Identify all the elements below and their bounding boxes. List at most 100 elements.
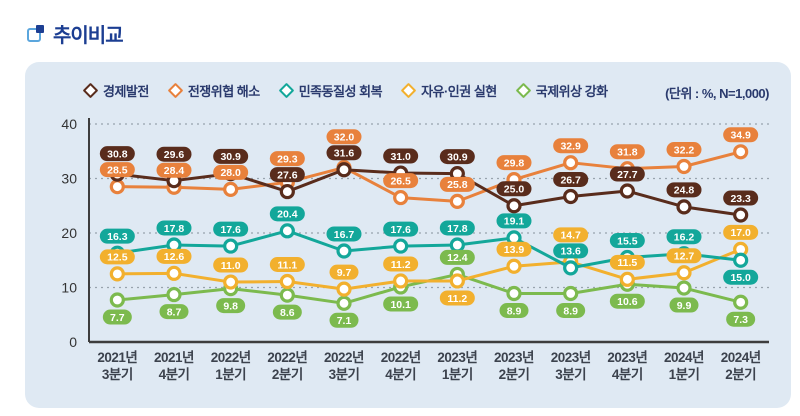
value-pill bbox=[553, 138, 589, 154]
chart-legend: 경제발전 전쟁위협 해소 민족동질성 회복 자유·인권 실현 국제위상 강화 bbox=[82, 81, 608, 100]
data-point-1-5 bbox=[393, 189, 409, 206]
value-pill-label: 28.4 bbox=[164, 165, 185, 177]
x-tick-label-11: 2024년 2분기 bbox=[721, 350, 761, 382]
series-line-3 bbox=[117, 247, 742, 291]
value-pill-label: 8.6 bbox=[280, 307, 295, 319]
x-tick-label-8: 2023년 3분기 bbox=[551, 350, 591, 382]
value-pill-label: 10.1 bbox=[390, 299, 411, 311]
value-pill bbox=[156, 220, 192, 236]
value-pill-label: 12.7 bbox=[674, 251, 695, 263]
data-point-4-4 bbox=[336, 295, 352, 311]
value-pill bbox=[326, 145, 362, 161]
y-tick-label-40: 40 bbox=[61, 116, 77, 132]
value-pill bbox=[269, 167, 305, 183]
value-pill bbox=[669, 297, 699, 313]
value-pill-label: 9.9 bbox=[677, 300, 692, 312]
value-pill bbox=[216, 298, 246, 314]
x-tick-label-1: 2021년 4분기 bbox=[154, 350, 194, 382]
value-pill-label: 32.9 bbox=[560, 140, 581, 152]
series-line-0 bbox=[117, 168, 741, 217]
value-pill-label: 24.8 bbox=[674, 185, 695, 197]
data-point-3-9 bbox=[619, 271, 635, 287]
value-pill-label: 23.3 bbox=[730, 193, 751, 205]
value-pill bbox=[496, 155, 532, 171]
value-pill bbox=[269, 206, 305, 222]
value-pill bbox=[383, 256, 419, 272]
data-point-4-0 bbox=[109, 292, 125, 308]
value-pill-label: 11.5 bbox=[617, 257, 637, 269]
unit-label: (단위 : %, N=1,000) bbox=[665, 86, 769, 101]
value-pill-label: 11.2 bbox=[447, 293, 467, 305]
value-pill-label: 29.8 bbox=[504, 157, 525, 169]
page-header: 추이비교 bbox=[27, 19, 124, 48]
value-pill bbox=[269, 257, 305, 273]
value-pill-label: 7.1 bbox=[337, 315, 352, 327]
value-pill bbox=[609, 233, 645, 249]
value-pill-label: 13.9 bbox=[504, 244, 525, 256]
data-point-0-4 bbox=[336, 162, 352, 178]
value-pill-label: 15.5 bbox=[617, 235, 638, 247]
value-pill bbox=[723, 190, 759, 206]
value-pill-label: 17.6 bbox=[220, 224, 241, 236]
data-point-0-7 bbox=[506, 198, 522, 214]
value-pill bbox=[609, 254, 645, 270]
value-pill bbox=[726, 311, 756, 327]
value-pill-label: 27.6 bbox=[277, 169, 298, 181]
value-pill bbox=[156, 162, 192, 178]
x-tick-label-7: 2023년 2분기 bbox=[494, 350, 534, 382]
value-pill bbox=[213, 257, 249, 273]
value-pill-label: 9.8 bbox=[223, 300, 238, 312]
value-pill bbox=[439, 290, 475, 306]
value-pill bbox=[556, 302, 586, 318]
value-pill-label: 15.0 bbox=[730, 272, 751, 284]
data-point-3-10 bbox=[676, 265, 692, 281]
data-point-2-6 bbox=[449, 237, 465, 253]
value-pill bbox=[666, 248, 702, 264]
value-pill-label: 12.4 bbox=[447, 252, 468, 264]
data-point-4-10 bbox=[676, 280, 692, 296]
trend-compare-icon bbox=[27, 25, 44, 42]
legend-label: 자유·인권 실현 bbox=[421, 84, 497, 99]
value-pill bbox=[496, 213, 532, 229]
legend-diamond-icon bbox=[278, 82, 294, 99]
value-pill-label: 30.9 bbox=[447, 151, 468, 163]
data-point-0-10 bbox=[676, 199, 692, 215]
data-point-2-5 bbox=[393, 238, 409, 254]
x-tick-label-3: 2022년 2분기 bbox=[267, 350, 307, 382]
value-pill-label: 12.5 bbox=[107, 252, 128, 264]
value-pill bbox=[439, 249, 475, 265]
value-pill-label: 26.5 bbox=[390, 175, 411, 187]
data-point-2-2 bbox=[223, 238, 239, 254]
data-point-1-8 bbox=[563, 155, 579, 171]
data-point-4-8 bbox=[563, 285, 579, 302]
y-tick-label-0: 0 bbox=[69, 334, 77, 350]
data-point-3-7 bbox=[506, 258, 522, 274]
value-pill-label: 11.1 bbox=[277, 259, 297, 271]
chart-card: 경제발전 전쟁위협 해소 민족동질성 회복 자유·인권 실현 국제위상 강화 (단위 :… bbox=[25, 62, 791, 408]
legend-diamond-icon bbox=[82, 82, 99, 99]
value-pill bbox=[99, 162, 135, 178]
legend-diamond-icon bbox=[515, 82, 532, 99]
x-tick-label-2: 2022년 1분기 bbox=[211, 350, 251, 382]
value-pill-label: 30.8 bbox=[107, 148, 128, 160]
value-pill bbox=[723, 269, 759, 285]
legend-diamond-icon bbox=[167, 82, 184, 99]
value-pill bbox=[553, 243, 589, 259]
value-pill-label: 12.6 bbox=[164, 251, 185, 263]
value-pill bbox=[99, 249, 135, 265]
data-point-2-4 bbox=[336, 243, 352, 259]
value-pill-label: 17.8 bbox=[447, 223, 468, 235]
value-pill-label: 16.2 bbox=[674, 232, 695, 244]
value-pill bbox=[213, 221, 249, 237]
y-tick-label-30: 30 bbox=[61, 171, 77, 187]
legend-item-1: 전쟁위협 해소 bbox=[167, 81, 260, 100]
legend-label: 전쟁위협 해소 bbox=[187, 84, 260, 99]
data-point-3-5 bbox=[393, 273, 409, 289]
data-point-4-11 bbox=[733, 294, 749, 310]
value-pill bbox=[499, 302, 529, 318]
value-pill bbox=[609, 166, 645, 182]
data-point-3-1 bbox=[166, 265, 182, 281]
value-pill-label: 8.9 bbox=[563, 305, 578, 317]
data-point-1-2 bbox=[223, 181, 239, 198]
value-pill bbox=[666, 142, 702, 158]
